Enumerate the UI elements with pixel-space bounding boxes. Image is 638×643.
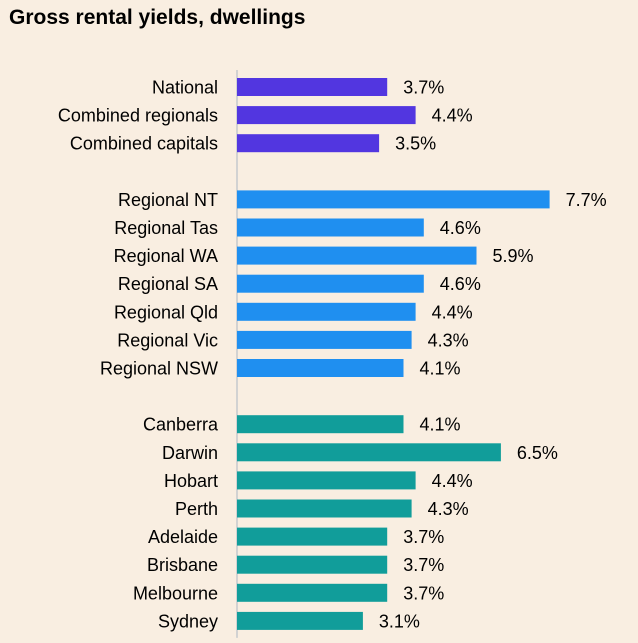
data-label-combined-capitals: 3.5% <box>395 134 436 154</box>
category-label-brisbane: Brisbane <box>147 555 218 575</box>
data-label-sydney: 3.1% <box>379 611 420 631</box>
bar-regional-nsw <box>237 359 404 377</box>
bar-sydney <box>237 611 363 630</box>
category-label-national: National <box>152 78 218 98</box>
bar-adelaide <box>237 527 388 546</box>
data-label-regional-tas: 4.6% <box>440 218 481 238</box>
category-label-combined-capitals: Combined capitals <box>70 134 218 154</box>
data-label-regional-sa: 4.6% <box>440 274 481 294</box>
data-label-melbourne: 3.7% <box>403 583 444 603</box>
category-label-combined-regionals: Combined regionals <box>58 106 218 126</box>
data-label-brisbane: 3.7% <box>403 555 444 575</box>
bar-melbourne <box>237 583 388 602</box>
data-label-national: 3.7% <box>403 78 444 98</box>
bar-brisbane <box>237 555 388 574</box>
category-label-sydney: Sydney <box>158 611 218 631</box>
data-label-regional-nsw: 4.1% <box>420 359 461 379</box>
category-label-melbourne: Melbourne <box>133 583 218 603</box>
category-label-regional-vic: Regional Vic <box>117 330 218 350</box>
data-label-regional-vic: 4.3% <box>428 330 469 350</box>
bar-national <box>237 78 388 96</box>
bar-regional-nt <box>237 190 550 209</box>
data-label-hobart: 4.4% <box>432 471 473 491</box>
bar-canberra <box>237 415 404 434</box>
bar-regional-sa <box>237 274 424 293</box>
category-label-adelaide: Adelaide <box>148 527 218 547</box>
data-label-regional-nt: 7.7% <box>566 190 607 210</box>
category-label-canberra: Canberra <box>143 415 219 435</box>
data-label-regional-wa: 5.9% <box>493 246 534 266</box>
data-label-adelaide: 3.7% <box>403 527 444 547</box>
category-label-regional-tas: Regional Tas <box>114 218 218 238</box>
bar-regional-tas <box>237 218 424 237</box>
category-label-regional-sa: Regional SA <box>118 274 218 294</box>
bar-regional-vic <box>237 330 412 349</box>
category-label-darwin: Darwin <box>162 443 218 463</box>
bar-perth <box>237 499 412 518</box>
bar-combined-regionals <box>237 106 416 125</box>
data-label-darwin: 6.5% <box>517 443 558 463</box>
bar-darwin <box>237 443 501 462</box>
data-label-canberra: 4.1% <box>420 415 461 435</box>
bar-combined-capitals <box>237 134 380 153</box>
category-label-regional-nsw: Regional NSW <box>100 359 218 379</box>
category-label-perth: Perth <box>175 499 218 519</box>
data-label-regional-qld: 4.4% <box>432 302 473 322</box>
category-label-regional-wa: Regional WA <box>114 246 218 266</box>
category-label-hobart: Hobart <box>164 471 218 491</box>
bar-regional-wa <box>237 246 477 265</box>
data-label-perth: 4.3% <box>428 499 469 519</box>
category-label-regional-qld: Regional Qld <box>114 302 218 322</box>
bar-hobart <box>237 471 416 490</box>
chart-title: Gross rental yields, dwellings <box>9 6 306 29</box>
bar-regional-qld <box>237 302 416 321</box>
data-label-combined-regionals: 4.4% <box>432 106 473 126</box>
category-label-regional-nt: Regional NT <box>118 190 218 210</box>
